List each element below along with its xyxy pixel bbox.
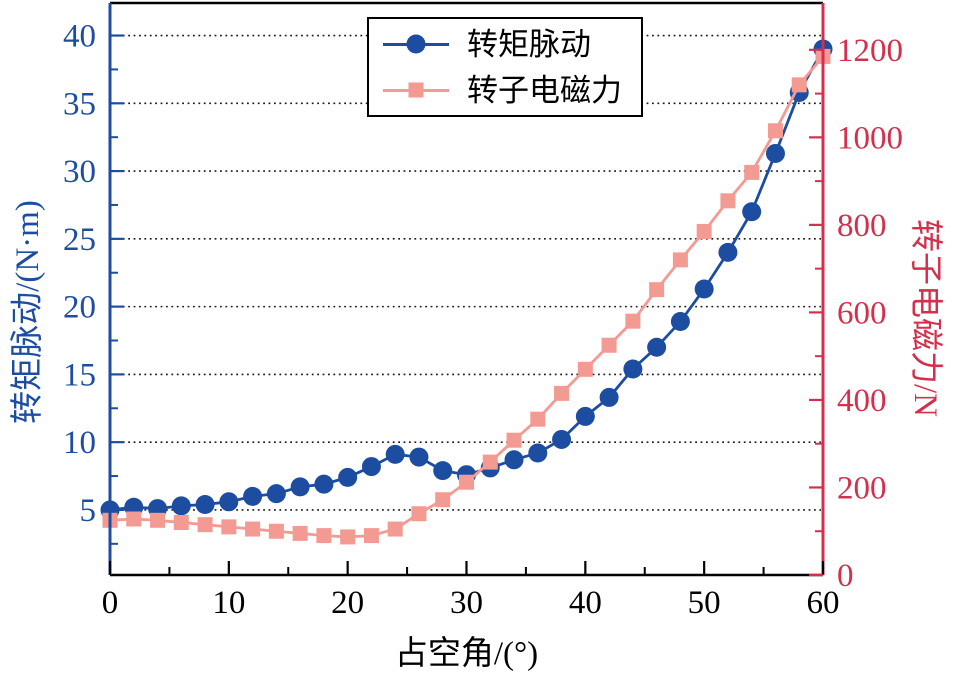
torque-ripple-point bbox=[433, 461, 453, 481]
square-marker-icon bbox=[408, 82, 424, 98]
rotor-force-point bbox=[126, 511, 142, 527]
right-tick-label: 0 bbox=[837, 558, 854, 594]
legend-item-torque-ripple: 转矩脉动 bbox=[369, 23, 641, 65]
x-tick-label: 20 bbox=[331, 585, 364, 621]
torque-ripple-point bbox=[171, 496, 191, 516]
legend-label-torque-ripple: 转矩脉动 bbox=[467, 26, 591, 62]
torque-ripple-point bbox=[338, 467, 358, 487]
rotor-force-point bbox=[506, 432, 522, 448]
series-rotor-force bbox=[102, 48, 831, 545]
torque-ripple-point bbox=[361, 457, 381, 477]
left-tick-label: 10 bbox=[63, 425, 96, 461]
torque-ripple-point bbox=[243, 486, 263, 506]
torque-ripple-point bbox=[290, 477, 310, 497]
torque-ripple-point bbox=[385, 444, 405, 464]
rotor-force-point bbox=[245, 521, 261, 537]
rotor-force-point bbox=[363, 528, 379, 544]
right-tick-label: 200 bbox=[837, 470, 887, 506]
rotor-force-point bbox=[744, 164, 760, 180]
rotor-force-point bbox=[672, 252, 688, 268]
torque-ripple-point bbox=[219, 492, 239, 512]
left-tick-label: 20 bbox=[63, 290, 96, 326]
rotor-force-point bbox=[197, 517, 213, 533]
torque-ripple-point bbox=[623, 359, 643, 379]
right-tick-label: 600 bbox=[837, 295, 887, 331]
torque-ripple-point bbox=[647, 337, 667, 357]
right-tick-label: 800 bbox=[837, 208, 887, 244]
left-tick-label: 30 bbox=[63, 154, 96, 190]
right-tick-label: 400 bbox=[837, 383, 887, 419]
left-tick-label: 5 bbox=[80, 493, 97, 529]
left-tick-label: 35 bbox=[63, 86, 96, 122]
rotor-force-point bbox=[340, 529, 356, 545]
rotor-force-point bbox=[577, 361, 593, 377]
torque-ripple-line bbox=[109, 48, 825, 512]
legend-item-rotor-force: 转子电磁力 bbox=[369, 69, 641, 111]
torque-ripple-point bbox=[718, 242, 738, 262]
rotor-force-legend-sample bbox=[383, 79, 449, 101]
x-axis-title: 占空角/(°) bbox=[394, 636, 539, 672]
right-tick-label: 1000 bbox=[837, 120, 903, 156]
rotor-force-point bbox=[411, 506, 427, 522]
rotor-force-point bbox=[791, 77, 807, 93]
x-tick-label: 0 bbox=[102, 585, 119, 621]
torque-ripple-point bbox=[765, 143, 785, 163]
torque-ripple-point bbox=[599, 387, 619, 407]
torque-ripple-point bbox=[552, 429, 572, 449]
x-tick-label: 10 bbox=[212, 585, 245, 621]
rotor-force-point bbox=[530, 411, 546, 427]
rotor-force-point bbox=[696, 223, 712, 239]
rotor-force-point bbox=[625, 313, 641, 329]
torque-ripple-point bbox=[504, 450, 524, 470]
ticks-and-tick-labels: 0 10 20 30 40 50 60510152025303540020040060080… bbox=[63, 19, 903, 621]
right-tick-label: 1200 bbox=[837, 33, 903, 69]
rotor-force-point bbox=[767, 123, 783, 139]
torque-ripple-point bbox=[670, 312, 690, 332]
torque-ripple-point bbox=[528, 443, 548, 463]
torque-ripple-point bbox=[409, 447, 429, 467]
x-tick-label: 40 bbox=[569, 585, 602, 621]
rotor-force-point bbox=[268, 523, 284, 539]
x-tick-label: 50 bbox=[688, 585, 721, 621]
rotor-force-point bbox=[482, 454, 498, 470]
x-tick-label: 30 bbox=[450, 585, 483, 621]
torque-ripple-point bbox=[694, 279, 714, 299]
left-tick-label: 15 bbox=[63, 357, 96, 393]
rotor-force-point bbox=[387, 521, 403, 537]
left-axis-title: 转矩脉动/(N·m) bbox=[10, 200, 46, 424]
left-tick-label: 25 bbox=[63, 222, 96, 258]
torque-ripple-point bbox=[266, 484, 286, 504]
legend-label-rotor-force: 转子电磁力 bbox=[467, 72, 622, 108]
torque-ripple-point bbox=[742, 202, 762, 222]
legend: 转矩脉动 转子电磁力 bbox=[367, 17, 643, 117]
torque-ripple-point bbox=[314, 474, 334, 494]
rotor-force-line bbox=[109, 55, 825, 539]
rotor-force-point bbox=[459, 474, 474, 490]
rotor-force-point bbox=[173, 514, 189, 530]
x-tick-label: 60 bbox=[807, 585, 840, 621]
rotor-force-point bbox=[292, 525, 308, 541]
rotor-force-point bbox=[150, 512, 166, 528]
rotor-force-point bbox=[649, 282, 665, 298]
torque-ripple-point bbox=[575, 406, 595, 426]
left-tick-label: 40 bbox=[63, 19, 96, 55]
rotor-force-point bbox=[435, 492, 451, 508]
rotor-force-point bbox=[316, 528, 332, 544]
rotor-force-point bbox=[221, 519, 237, 535]
circle-marker-icon bbox=[406, 34, 426, 54]
rotor-force-point bbox=[720, 193, 736, 209]
torque-ripple-legend-sample bbox=[383, 33, 449, 55]
torque-ripple-point bbox=[195, 495, 215, 515]
rotor-force-point bbox=[554, 385, 570, 401]
right-axis-title: 转子电磁力/N bbox=[907, 219, 943, 417]
rotor-force-point bbox=[601, 337, 617, 353]
series-torque-ripple bbox=[100, 39, 833, 520]
